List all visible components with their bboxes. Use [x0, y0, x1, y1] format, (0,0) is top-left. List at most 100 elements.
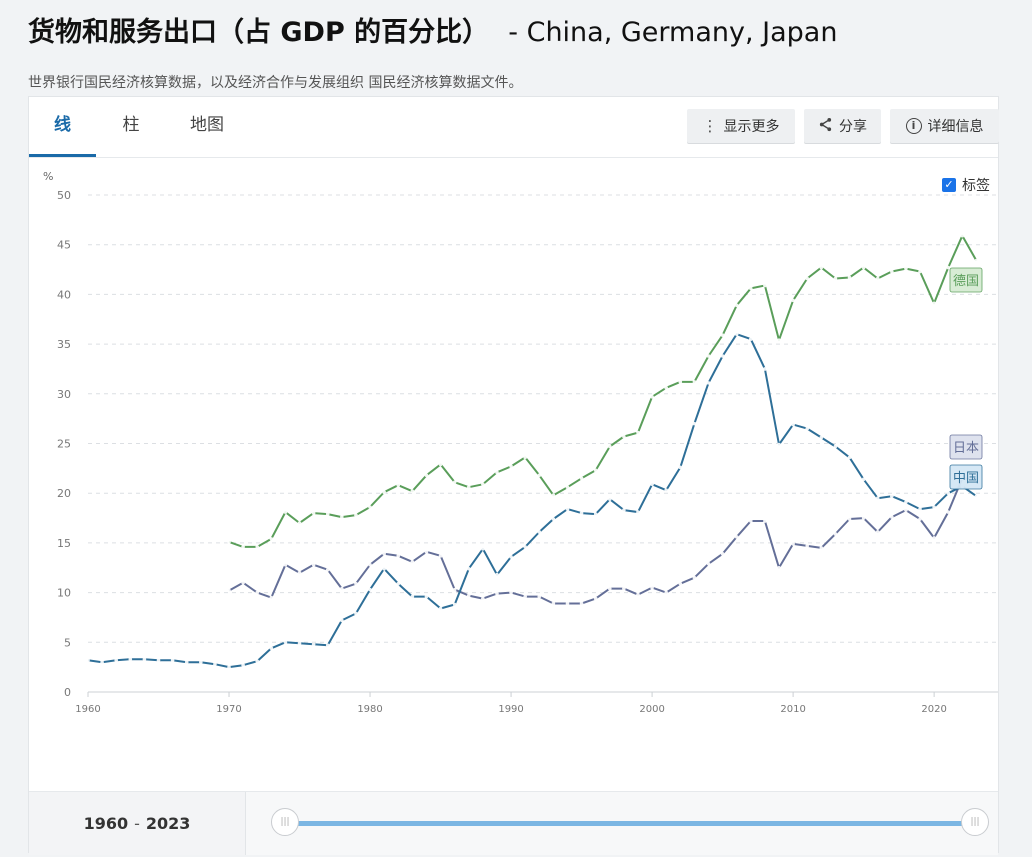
- tab-line[interactable]: 线: [29, 97, 96, 157]
- data-point: [791, 298, 795, 303]
- data-point: [861, 265, 866, 270]
- data-point: [170, 658, 175, 662]
- data-point: [100, 660, 104, 664]
- data-point: [466, 593, 471, 598]
- data-point: [368, 562, 372, 567]
- details-button[interactable]: i 详细信息: [890, 109, 999, 143]
- data-point: [269, 537, 274, 541]
- data-point: [269, 646, 274, 651]
- data-point: [396, 554, 401, 558]
- x-tick-label: 2000: [639, 704, 664, 715]
- title-countries: - China, Germany, Japan: [508, 17, 838, 48]
- y-tick-label: 10: [57, 587, 71, 600]
- series-label-box: [949, 464, 983, 490]
- data-point: [523, 545, 527, 549]
- data-point: [932, 301, 936, 306]
- data-point: [918, 269, 922, 274]
- data-point: [777, 442, 781, 447]
- data-point: [636, 510, 640, 514]
- data-point: [749, 286, 753, 291]
- y-tick-label: 15: [57, 537, 71, 550]
- y-tick-label: 0: [64, 686, 71, 699]
- data-point: [565, 601, 570, 606]
- labels-toggle-label: 标签: [962, 178, 990, 194]
- data-point: [636, 592, 640, 597]
- data-point: [184, 660, 189, 664]
- chart-card: 线 柱 地图 ⋮ 显示更多 分享 i 详细信息 ✓ 标签 % 0 5 10 15 20 25…: [28, 96, 999, 855]
- data-point: [579, 476, 584, 481]
- data-point: [565, 507, 570, 511]
- data-point: [706, 381, 711, 385]
- data-point: [410, 559, 415, 564]
- data-point: [805, 544, 810, 548]
- data-point: [734, 332, 739, 336]
- data-point: [918, 517, 922, 521]
- x-tick-label: 1970: [216, 704, 241, 715]
- range-slider-track[interactable]: [285, 821, 975, 826]
- data-point: [932, 505, 936, 509]
- data-point: [495, 591, 499, 596]
- data-point: [523, 455, 527, 460]
- data-point: [946, 265, 951, 270]
- data-point: [918, 507, 922, 511]
- data-point: [551, 493, 556, 497]
- labels-toggle[interactable]: ✓ 标签: [942, 175, 990, 195]
- data-point: [593, 596, 598, 601]
- data-point: [777, 338, 781, 342]
- data-point: [227, 540, 231, 544]
- data-point: [622, 434, 626, 439]
- share-button[interactable]: 分享: [804, 109, 881, 143]
- data-point: [551, 517, 556, 521]
- data-point: [720, 354, 725, 358]
- data-point: [904, 500, 908, 504]
- series-label-box: [949, 434, 983, 460]
- tab-map[interactable]: 地图: [190, 115, 224, 135]
- y-tick-label: 50: [57, 189, 71, 202]
- data-point: [410, 594, 415, 599]
- data-point: [551, 601, 556, 606]
- data-point: [354, 611, 358, 616]
- data-point: [509, 590, 513, 595]
- data-point: [340, 618, 344, 623]
- range-handle-start[interactable]: |||: [271, 808, 299, 836]
- range-handle-end[interactable]: |||: [961, 808, 989, 836]
- data-point: [156, 658, 161, 662]
- data-point: [424, 550, 429, 554]
- data-point: [495, 470, 499, 475]
- data-point: [692, 380, 697, 384]
- data-point: [622, 508, 626, 512]
- data-point: [325, 643, 330, 648]
- data-point: [875, 530, 880, 534]
- checkbox-checked-icon[interactable]: ✓: [942, 178, 956, 192]
- data-point: [607, 586, 612, 591]
- data-point: [749, 337, 753, 341]
- title-indicator: 货物和服务出口（占 GDP 的百分比）: [28, 17, 490, 48]
- data-point: [692, 421, 697, 426]
- data-point: [325, 567, 330, 572]
- data-point: [297, 521, 302, 525]
- data-point: [481, 482, 485, 487]
- data-point: [734, 535, 739, 539]
- show-more-label: 显示更多: [723, 119, 780, 135]
- tab-bar[interactable]: 柱: [122, 115, 140, 135]
- data-point: [114, 658, 119, 662]
- data-point: [424, 473, 429, 478]
- data-point: [466, 566, 471, 571]
- series-label: 日本: [953, 441, 979, 456]
- data-point: [199, 660, 203, 664]
- data-point: [452, 480, 457, 485]
- data-point: [537, 473, 542, 478]
- data-point: [128, 657, 133, 661]
- data-point: [720, 333, 725, 337]
- data-point: [875, 276, 880, 281]
- y-tick-label: 20: [57, 487, 71, 500]
- data-point: [650, 394, 654, 399]
- details-label: 详细信息: [927, 119, 984, 135]
- data-point: [833, 532, 838, 536]
- data-point: [481, 596, 485, 601]
- y-tick-label: 35: [57, 338, 71, 351]
- data-point: [297, 570, 302, 575]
- data-point: [946, 491, 951, 496]
- data-point: [565, 485, 570, 490]
- show-more-button[interactable]: ⋮ 显示更多: [687, 109, 795, 143]
